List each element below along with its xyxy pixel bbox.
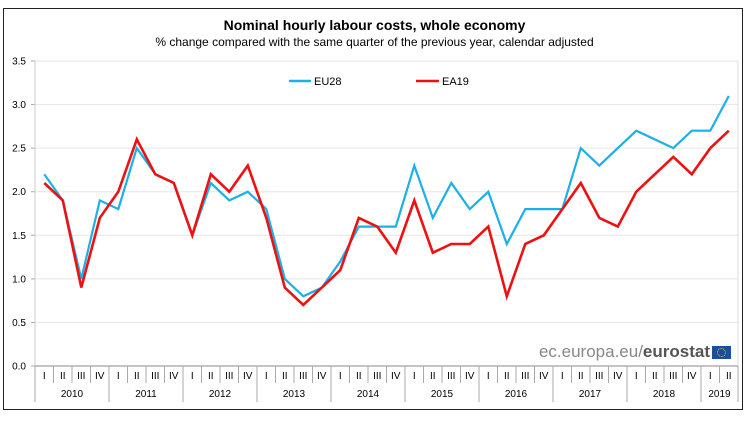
quarter-label: III [77,371,85,382]
legend-label-eu28: EU28 [314,76,342,88]
year-label: 2014 [357,389,380,400]
series-line-eu28 [43,95,730,298]
quarter-label: II [60,371,66,382]
credit-domain: ec.europa.eu/ [538,342,643,361]
quarter-label: II [578,371,584,382]
quarter-label: I [709,371,712,382]
year-label: 2013 [283,389,306,400]
quarter-label: I [117,371,120,382]
year-label: 2019 [708,389,731,400]
quarter-label: IV [95,371,105,382]
quarter-label: III [151,371,159,382]
year-label: 2017 [579,389,602,400]
y-tick-label: 3.5 [12,57,26,68]
quarter-label: III [595,371,603,382]
quarter-label: IV [169,371,179,382]
quarter-label: III [669,371,677,382]
quarter-label: I [635,371,638,382]
chart-title: Nominal hourly labour costs, whole econo… [223,17,526,33]
quarter-label: III [521,371,529,382]
gridlines [35,60,739,366]
quarter-label: I [43,371,46,382]
year-label: 2010 [61,389,84,400]
quarter-label: IV [317,371,327,382]
year-label: 2016 [505,389,528,400]
quarter-label: IV [613,371,623,382]
quarter-label: I [561,371,564,382]
quarter-label: II [356,371,362,382]
quarter-label: II [282,371,288,382]
series-lines [43,95,730,307]
quarter-label: I [265,371,268,382]
eurostat-credit: ec.europa.eu/eurostat [520,342,710,362]
chart-subtitle: % change compared with the same quarter … [155,35,594,49]
quarter-label: I [487,371,490,382]
year-label: 2015 [431,389,454,400]
y-tick-label: 1.0 [12,274,26,285]
quarter-label: IV [465,371,475,382]
quarter-label: II [134,371,140,382]
legend: EU28 EA19 [289,76,469,88]
legend-label-ea19: EA19 [442,76,469,88]
quarter-label: IV [243,371,253,382]
y-tick-label: 0.0 [12,362,26,373]
year-label: 2011 [135,389,157,400]
year-label: 2012 [209,389,232,400]
y-tick-label: 1.5 [12,231,26,242]
quarter-label: I [191,371,194,382]
quarter-label: II [652,371,658,382]
quarter-label: III [447,371,455,382]
y-axis: 0.0 0.5 1.0 1.5 2.0 2.5 3.0 3.5 [12,57,36,373]
quarter-label: III [299,371,307,382]
x-axis: I II III IV I II III IV I II III IV I II III IV I II III IV… [34,365,739,402]
quarter-label: II [726,371,732,382]
y-tick-label: 2.5 [12,144,26,155]
quarter-label: II [430,371,436,382]
series-line-ea19 [43,129,730,307]
quarter-label: IV [539,371,549,382]
quarter-label: IV [687,371,697,382]
quarter-label: I [413,371,416,382]
credit-brand: eurostat [642,342,710,361]
y-tick-label: 0.5 [12,318,26,329]
quarter-label: IV [391,371,401,382]
year-label: 2018 [653,389,676,400]
y-tick-label: 3.0 [12,100,26,111]
quarter-label: II [504,371,510,382]
quarter-label: II [208,371,214,382]
y-tick-label: 2.0 [12,187,26,198]
quarter-label: III [373,371,381,382]
chart-frame [3,8,743,410]
quarter-label: I [339,371,342,382]
eu-flag-icon [712,346,731,359]
quarter-label: III [225,371,233,382]
